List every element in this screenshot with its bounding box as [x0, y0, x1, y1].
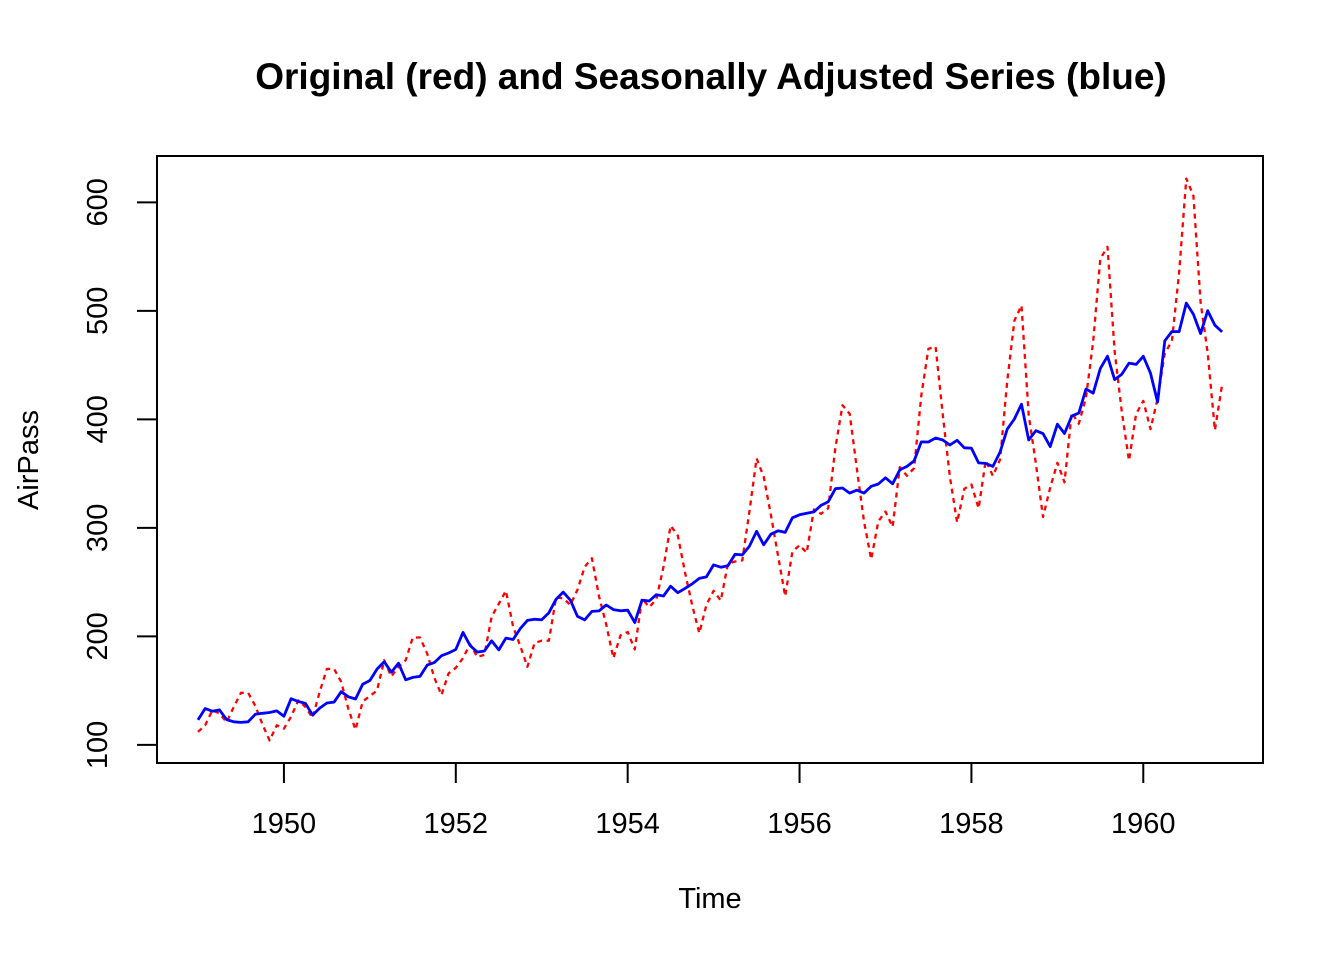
- plot-box: [156, 155, 1264, 764]
- y-tick-label: 500: [82, 287, 114, 335]
- y-tick-label: 300: [82, 504, 114, 552]
- y-tick-label: 200: [82, 612, 114, 660]
- x-axis-label: Time: [678, 883, 741, 915]
- chart-title: Original (red) and Seasonally Adjusted S…: [255, 56, 1167, 97]
- x-tick-label: 1960: [1111, 808, 1176, 840]
- x-tick-label: 1950: [252, 808, 317, 840]
- x-tick-label: 1956: [767, 808, 832, 840]
- original-series-line: [197, 177, 1224, 742]
- y-tick-label: 400: [82, 395, 114, 443]
- y-tick-label: 100: [82, 721, 114, 769]
- adjusted-series-line: [196, 301, 1224, 724]
- y-tick-label: 600: [82, 178, 114, 226]
- series-lines: [196, 177, 1224, 742]
- x-tick-label: 1952: [424, 808, 489, 840]
- y-axis-label: AirPass: [13, 410, 45, 510]
- x-tick-label: 1958: [939, 808, 1004, 840]
- x-tick-label: 1954: [595, 808, 660, 840]
- axis-ticks: 100 200 300 400 500 600 1950 1952 1954 1956 1958 19…: [82, 178, 1176, 840]
- plot-frame: [156, 155, 1264, 764]
